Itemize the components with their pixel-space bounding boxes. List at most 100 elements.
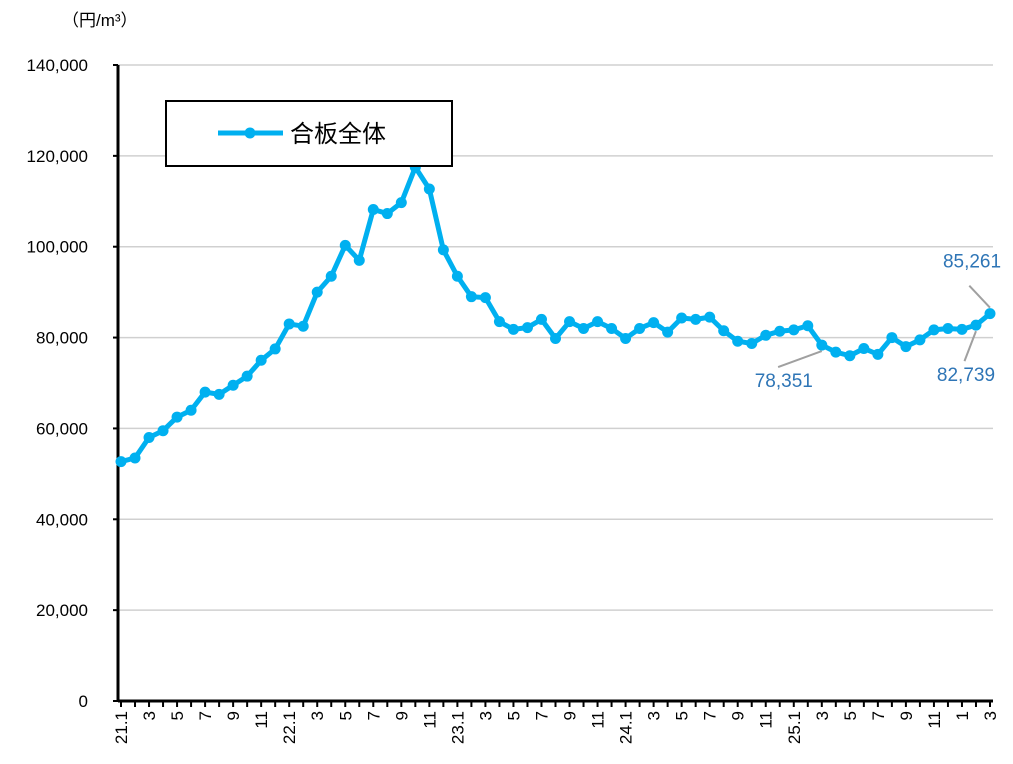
x-tick-label: 7	[364, 711, 383, 720]
x-tick-label: 9	[224, 711, 243, 720]
legend-box	[165, 100, 453, 167]
x-tick-label: 11	[252, 711, 271, 729]
y-tick-label: 140,000	[27, 56, 88, 75]
marker	[928, 324, 940, 336]
marker	[830, 346, 842, 358]
marker	[465, 291, 477, 303]
line	[120, 164, 992, 465]
x-tick-label: 22.1	[280, 711, 299, 744]
x-tick-label: 11	[757, 711, 776, 729]
marker	[143, 432, 155, 444]
data-label: 82,739	[937, 365, 995, 386]
marker	[213, 388, 225, 400]
marker	[788, 324, 800, 336]
marker	[297, 320, 309, 332]
data-label: 78,351	[755, 371, 813, 392]
x-tick-label: 3	[140, 711, 159, 720]
marker	[171, 411, 183, 423]
x-tick-label: 24.1	[617, 711, 636, 744]
x-tick-label: 9	[897, 711, 916, 720]
marker	[437, 244, 449, 256]
marker	[914, 334, 926, 346]
marker	[858, 342, 870, 354]
marker	[339, 239, 351, 251]
y-tick-label: 100,000	[27, 238, 88, 257]
x-tick-label: 7	[701, 711, 720, 720]
x-tick-label: 5	[504, 711, 523, 720]
x-tick-label: 1	[953, 711, 972, 720]
marker	[620, 332, 632, 344]
marker	[241, 370, 253, 382]
marker	[732, 335, 744, 347]
y-tick-label: 0	[79, 692, 88, 711]
marker	[704, 311, 716, 323]
marker	[942, 322, 954, 334]
x-tick-label: 11	[589, 711, 608, 729]
marker	[592, 316, 604, 328]
x-tick-label: 11	[420, 711, 439, 729]
marker	[606, 322, 618, 334]
marker	[718, 325, 730, 337]
leader-line	[963, 330, 977, 362]
marker	[507, 323, 519, 335]
x-tick-label: 3	[813, 711, 832, 720]
x-tick-label: 5	[168, 711, 187, 720]
y-axis-label: （円/m³）	[62, 11, 138, 30]
marker	[746, 337, 758, 349]
marker	[199, 386, 211, 398]
marker	[115, 456, 127, 468]
x-tick-label: 5	[841, 711, 860, 720]
x-tick-label: 7	[869, 711, 888, 720]
marker	[900, 341, 912, 353]
marker	[157, 425, 169, 437]
x-tick-label: 11	[925, 711, 944, 729]
data-label: 85,261	[943, 252, 1001, 273]
marker	[816, 339, 828, 351]
marker	[185, 404, 197, 416]
marker	[353, 254, 365, 266]
marker	[269, 343, 281, 355]
marker	[844, 350, 856, 362]
marker	[535, 313, 547, 325]
marker	[283, 318, 295, 330]
marker	[255, 354, 267, 366]
marker	[564, 316, 576, 328]
marker	[760, 329, 772, 341]
marker	[381, 208, 393, 220]
marker	[550, 332, 561, 344]
x-tick-label: 25.1	[785, 711, 804, 744]
y-tick-label: 20,000	[36, 601, 88, 620]
marker	[984, 308, 996, 320]
marker	[774, 325, 786, 337]
marker	[956, 323, 968, 335]
x-tick-label: 21.1	[112, 711, 131, 744]
marker	[648, 317, 660, 329]
x-tick-label: 5	[673, 711, 692, 720]
marker	[395, 197, 407, 209]
marker	[578, 322, 590, 334]
marker	[325, 270, 337, 282]
marker	[886, 332, 898, 344]
marker	[521, 322, 533, 334]
marker	[479, 292, 491, 304]
x-tick-label: 9	[561, 711, 580, 720]
leader-line	[968, 284, 991, 309]
x-tick-label: 3	[645, 711, 664, 720]
y-tick-label: 60,000	[36, 419, 88, 438]
leader-line	[777, 350, 823, 369]
marker	[970, 319, 982, 331]
marker	[227, 379, 239, 391]
marker	[367, 203, 379, 215]
legend-marker	[244, 127, 256, 139]
x-tick-label: 7	[196, 711, 215, 720]
y-tick-label: 40,000	[36, 510, 88, 529]
marker	[451, 270, 463, 282]
x-tick-label: 3	[308, 711, 327, 720]
x-tick-label: 7	[532, 711, 551, 720]
marker	[311, 286, 323, 298]
marker	[676, 312, 688, 324]
marker	[802, 320, 814, 332]
marker	[872, 348, 884, 360]
marker	[493, 316, 505, 328]
